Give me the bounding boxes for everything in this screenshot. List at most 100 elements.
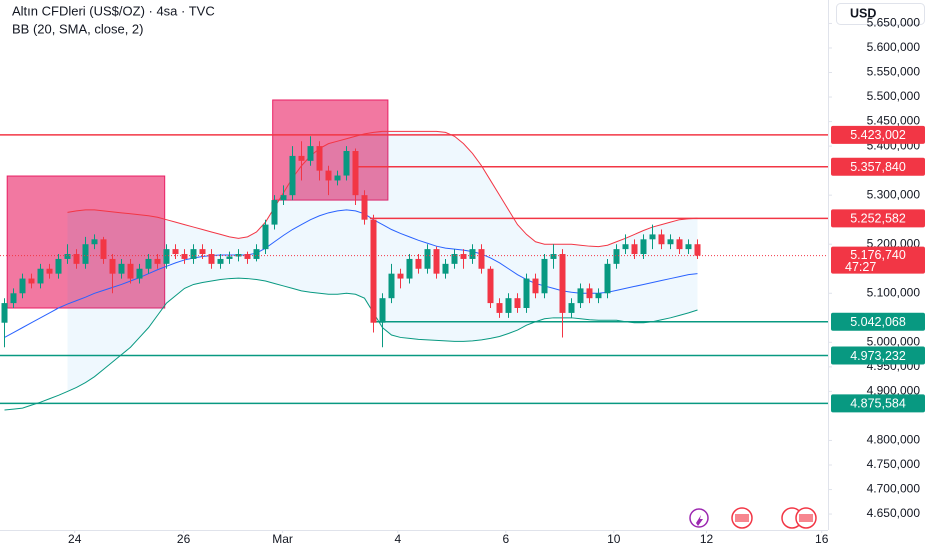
candle-body: [568, 303, 575, 313]
candle-body: [595, 293, 602, 299]
candle-body: [19, 278, 26, 294]
x-tick-label: 26: [177, 532, 191, 546]
x-tick-label: 4: [394, 532, 401, 546]
candle-body: [532, 278, 539, 294]
icon[interactable]: [689, 508, 709, 528]
candle-body: [73, 254, 80, 264]
candle-body: [46, 268, 53, 274]
level-label: 5.252,582: [850, 212, 906, 226]
band-line: [67, 130, 698, 248]
candle-body: [631, 244, 638, 255]
y-tick-label: 4.750,000: [867, 457, 921, 471]
candle-body: [217, 258, 224, 264]
candle-body: [289, 155, 296, 196]
candle-body: [316, 146, 323, 171]
last-price-bg: [831, 246, 925, 274]
y-tick-label: 5.450,000: [867, 114, 921, 128]
currency-button[interactable]: [836, 3, 925, 25]
candle-body: [469, 249, 476, 259]
candle-body: [307, 146, 314, 161]
candle-body: [262, 224, 269, 250]
candle-body: [361, 195, 368, 220]
candle-body: [118, 263, 125, 274]
candle-body: [478, 249, 485, 269]
candle-body: [685, 244, 692, 250]
y-tick-label: 4.700,000: [867, 482, 921, 496]
candle-body: [64, 254, 71, 259]
candle-body: [136, 268, 143, 279]
candle-body: [415, 258, 422, 269]
candle-body: [37, 268, 44, 284]
icon-flag: [799, 514, 813, 522]
level-label-bg: [831, 125, 925, 144]
candle-body: [433, 249, 440, 274]
candle-body: [181, 254, 188, 259]
candle-body: [100, 239, 107, 259]
candle-body: [199, 249, 206, 255]
candle-body: [640, 239, 647, 255]
y-tick-label: 5.100,000: [867, 285, 921, 299]
candle-body: [28, 278, 35, 284]
candle-body: [406, 258, 413, 279]
tool-icons: [689, 507, 817, 529]
x-tick-label: 24: [68, 532, 82, 546]
x-tick-label: Mar: [272, 532, 293, 546]
candle-body: [658, 234, 665, 245]
candle-body: [1, 303, 8, 323]
candle-body: [496, 303, 503, 313]
y-tick-label: 5.300,000: [867, 187, 921, 201]
level-label: 5.423,002: [850, 128, 906, 142]
candle-body: [388, 273, 395, 299]
candle-body: [208, 254, 215, 264]
currency-label: USD: [850, 6, 876, 20]
y-tick-label: 5.500,000: [867, 89, 921, 103]
candle-body: [154, 258, 161, 264]
candle-body: [460, 254, 467, 259]
icon-bolt: [696, 515, 703, 526]
level-label-bg: [831, 209, 925, 228]
candle-body: [604, 263, 611, 294]
candle-body: [622, 244, 629, 250]
x-tick-label: 12: [700, 532, 714, 546]
candle-body: [334, 175, 341, 181]
candle-body: [271, 200, 278, 225]
chart-title: Altın CFDleri (US$/OZ) · 4sa · TVC: [12, 3, 215, 18]
level-label: 5.042,068: [850, 315, 906, 329]
candle-body: [253, 249, 260, 259]
candle-body: [586, 288, 593, 299]
candle-body: [613, 249, 620, 264]
last-price-label: 5.176,740: [850, 248, 906, 262]
candle-body: [505, 298, 512, 313]
candle-body: [649, 234, 656, 240]
y-tick-label: 5.600,000: [867, 40, 921, 54]
candle-body: [235, 254, 242, 257]
y-tick-label: 5.000,000: [867, 335, 921, 349]
candle-body: [280, 195, 287, 201]
y-tick-label: 5.550,000: [867, 65, 921, 79]
candle-body: [163, 249, 170, 264]
candle-body: [226, 256, 233, 259]
y-tick-label: 5.650,000: [867, 16, 921, 30]
candle-body: [172, 249, 179, 255]
candle-body: [82, 244, 89, 264]
level-label-bg: [831, 157, 925, 176]
candle-body: [577, 288, 584, 304]
candle-body: [514, 298, 521, 309]
candle-body: [397, 273, 404, 279]
candle-body: [379, 298, 386, 323]
candle-body: [370, 219, 377, 323]
candle-body: [145, 258, 152, 269]
candle-body: [424, 249, 431, 269]
level-label: 4.875,584: [850, 397, 906, 411]
candle-body: [127, 263, 134, 279]
candle-body: [190, 249, 197, 259]
candle-body: [676, 239, 683, 250]
candle-body: [325, 170, 332, 181]
x-tick-label: 10: [607, 532, 621, 546]
candle-body: [487, 268, 494, 304]
y-tick-label: 4.650,000: [867, 506, 921, 520]
x-tick-label: 6: [502, 532, 509, 546]
x-tick-label: 16: [815, 532, 829, 546]
level-label: 4.973,232: [850, 349, 906, 363]
